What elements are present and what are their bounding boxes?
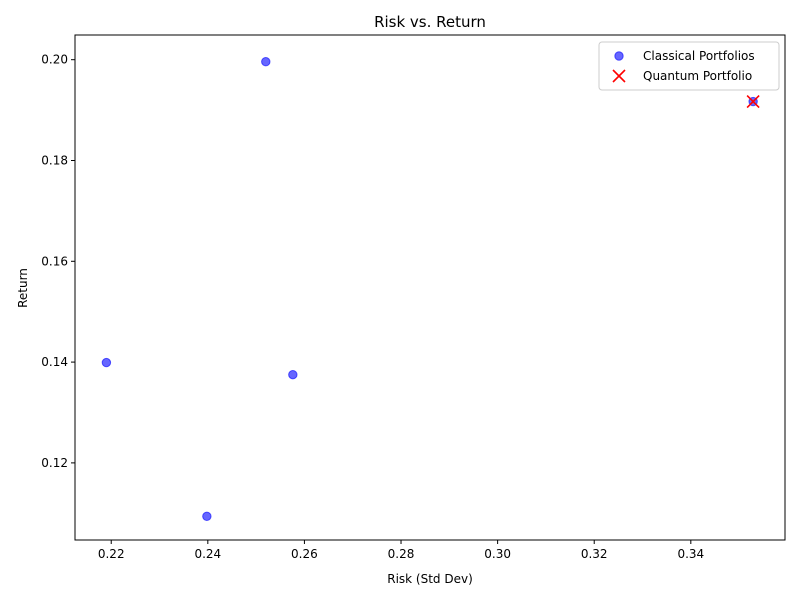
x-axis-label: Risk (Std Dev) xyxy=(387,572,473,586)
y-tick-label: 0.20 xyxy=(41,53,68,67)
data-points xyxy=(101,57,760,522)
legend-item: Classical Portfolios xyxy=(614,49,755,63)
y-tick-label: 0.12 xyxy=(41,456,68,470)
x-tick-label: 0.30 xyxy=(484,547,511,561)
quantum-portfolio-point-legend-marker xyxy=(612,69,626,83)
legend-label: Classical Portfolios xyxy=(643,49,755,63)
x-tick-label: 0.26 xyxy=(291,547,318,561)
classical-portfolio-point xyxy=(261,57,271,67)
x-tick-label: 0.22 xyxy=(98,547,125,561)
legend: Classical Portfolios Quantum Portfolio xyxy=(598,41,780,91)
plot-frame xyxy=(74,34,786,541)
x-tick-label: 0.34 xyxy=(677,547,704,561)
legend-label: Quantum Portfolio xyxy=(643,69,752,83)
classical-portfolio-point xyxy=(101,357,112,368)
chart-title: Risk vs. Return xyxy=(374,13,486,31)
classical-portfolio-point-legend-marker xyxy=(614,51,624,61)
y-axis-ticks: 0.12 0.14 0.16 0.18 0.20 xyxy=(41,53,75,470)
legend-box xyxy=(598,41,780,91)
y-tick-label: 0.18 xyxy=(41,153,68,167)
y-tick-label: 0.14 xyxy=(41,355,68,369)
x-tick-label: 0.24 xyxy=(194,547,221,561)
classical-portfolio-point xyxy=(288,369,298,380)
quantum-portfolio-point xyxy=(746,94,760,109)
plot-area xyxy=(74,34,786,541)
classical-portfolio-point xyxy=(202,511,212,522)
y-axis-label: Return xyxy=(16,268,30,308)
x-axis-ticks: 0.22 0.24 0.26 0.28 0.30 0.32 0.34 xyxy=(98,540,704,561)
y-tick-label: 0.16 xyxy=(41,254,68,268)
x-tick-label: 0.32 xyxy=(581,547,608,561)
x-tick-label: 0.28 xyxy=(388,547,415,561)
legend-item: Quantum Portfolio xyxy=(612,69,752,83)
